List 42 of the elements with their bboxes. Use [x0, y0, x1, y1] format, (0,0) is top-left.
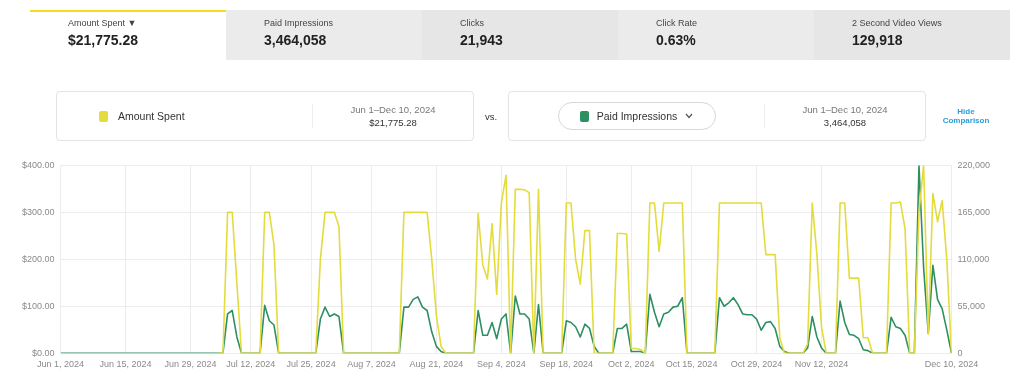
x-tick-label: Oct 29, 2024	[730, 359, 783, 370]
text: Hide Comparison	[941, 107, 991, 125]
y-tick-label: $100.00	[21, 300, 55, 311]
text: Paid Impressions	[264, 18, 335, 28]
x-tick-label: Jul 12, 2024	[226, 359, 276, 370]
y-tick-label: $200.00	[21, 253, 55, 264]
x-tick-label: Aug 7, 2024	[347, 359, 396, 370]
x-tick-label: Jun 15, 2024	[99, 359, 152, 370]
text: 3,464,058	[264, 32, 328, 48]
y-tick-label: $300.00	[21, 206, 55, 217]
y2-tick-label: 165,000	[957, 206, 991, 217]
y2-tick-label: 0	[957, 347, 963, 358]
y-tick-label: $0.00	[32, 347, 55, 358]
x-tick-label: Sep 4, 2024	[477, 359, 526, 370]
text: Amount Spent ▼	[68, 18, 138, 28]
text: 21,943	[460, 32, 504, 48]
y2-tick-label: 110,000	[957, 253, 990, 264]
text: 2 Second Video Views	[852, 18, 943, 28]
y2-tick-label: 55,000	[957, 300, 985, 311]
x-tick-label: Oct 15, 2024	[665, 359, 718, 370]
legend-label: Amount Spent	[118, 110, 185, 122]
y2-tick-label: 220,000	[957, 159, 991, 170]
text: $21,775.28	[68, 32, 140, 48]
legend-label: Paid Impressions	[596, 110, 678, 122]
x-tick-label: Jun 29, 2024	[164, 359, 217, 370]
x-tick-label: Nov 12, 2024	[794, 359, 849, 370]
text: vs.	[483, 110, 499, 122]
x-tick-label: Aug 21, 2024	[409, 359, 464, 370]
y-tick-label: $400.00	[21, 159, 55, 170]
text: Click Rate	[656, 18, 698, 28]
text: Jun 1–Dec 10, 2024	[349, 104, 437, 115]
x-tick-label: Jul 25, 2024	[286, 359, 336, 370]
text: $21,775.28	[368, 117, 418, 128]
text: 0.63%	[656, 32, 697, 48]
text: 129,918	[852, 32, 904, 48]
x-tick-label: Dec 10, 2024	[924, 359, 979, 370]
x-tick-label: Jun 1, 2024	[37, 359, 85, 370]
x-tick-label: Sep 18, 2024	[539, 359, 594, 370]
text: Clicks	[460, 18, 485, 28]
text: Jun 1–Dec 10, 2024	[801, 104, 889, 115]
x-tick-label: Oct 2, 2024	[608, 359, 655, 370]
text: 3,464,058	[822, 117, 868, 128]
